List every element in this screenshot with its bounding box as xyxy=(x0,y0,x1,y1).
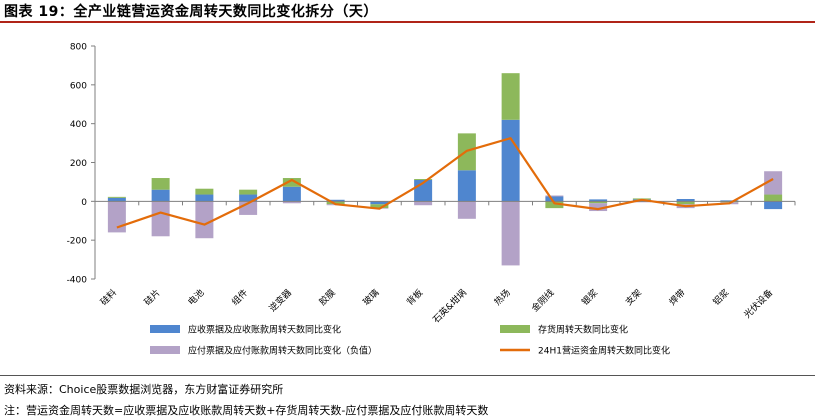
bar-segment xyxy=(458,201,476,218)
y-tick-label: 400 xyxy=(70,120,87,130)
bar-segment xyxy=(152,201,170,236)
bar-segment xyxy=(239,190,257,195)
bar-segment xyxy=(108,198,126,201)
bar-segment xyxy=(502,73,520,120)
legend-label: 存货周转天数同比变化 xyxy=(538,324,628,336)
bar-segment xyxy=(764,195,782,202)
x-category-label: 焊带 xyxy=(667,287,688,308)
bar-segment xyxy=(152,190,170,202)
bar-segment xyxy=(458,170,476,201)
bar-segment xyxy=(414,201,432,205)
legend-swatch xyxy=(150,346,180,354)
x-category-label: 硅料 xyxy=(98,287,119,308)
x-category-label: 组件 xyxy=(229,287,250,308)
x-category-label: 铝浆 xyxy=(710,287,731,308)
note-text: 注：营运资金周转天数=应收票据及应收账款周转天数+存货周转天数-应付票据及应付账… xyxy=(4,402,488,418)
x-category-label: 光伏设备 xyxy=(741,287,775,321)
bar-segment xyxy=(195,189,213,195)
bar-segment xyxy=(152,178,170,190)
legend-label: 应收票据及应收账款周转天数同比变化 xyxy=(188,324,341,336)
line-series xyxy=(117,138,773,227)
bar-segment xyxy=(764,201,782,209)
y-tick-label: 200 xyxy=(70,159,87,169)
x-category-label: 逆变器 xyxy=(266,287,294,315)
x-category-label: 胶膜 xyxy=(317,287,338,308)
bar-segment xyxy=(108,197,126,198)
chart-title: 图表 19：全产业链营运资金周转天数同比变化拆分（天） xyxy=(4,1,378,21)
x-category-label: 电池 xyxy=(185,287,206,308)
x-category-label: 背板 xyxy=(404,287,425,308)
x-category-label: 硅片 xyxy=(142,287,163,308)
y-tick-label: -200 xyxy=(67,237,88,247)
y-tick-label: 0 xyxy=(81,198,87,208)
legend-label: 24H1营运资金周转天数同比变化 xyxy=(538,345,670,357)
legend-swatch xyxy=(500,325,530,333)
bar-segment xyxy=(502,201,520,265)
bar-segment xyxy=(195,195,213,202)
y-tick-label: -400 xyxy=(67,276,88,286)
stacked-bar-line-chart: -400 -200 0 200 400 600 800 硅料 硅片 电池 组件逆变器 胶膜 玻璃 背板石英… xyxy=(0,23,815,373)
x-category-label: 金刚线 xyxy=(529,287,557,315)
x-category-label: 石英&坩埚 xyxy=(430,287,469,326)
x-category-label: 银浆 xyxy=(579,287,600,308)
x-category-label: 支架 xyxy=(623,287,644,308)
bar-segment xyxy=(195,201,213,238)
x-category-label: 热场 xyxy=(492,287,513,308)
source-divider xyxy=(0,375,815,376)
legend-swatch xyxy=(150,325,180,333)
bar-segment xyxy=(283,187,301,202)
source-text: 资料来源：Choice股票数据浏览器，东方财富证券研究所 xyxy=(4,381,283,397)
legend-label: 应付票据及应付账款周转天数同比变化（负值） xyxy=(188,345,377,357)
x-category-label: 玻璃 xyxy=(360,287,381,308)
bar-segment xyxy=(502,120,520,202)
y-tick-label: 600 xyxy=(70,81,87,91)
bar-segment xyxy=(108,201,126,232)
y-tick-label: 800 xyxy=(70,43,87,53)
bar-segment xyxy=(545,196,563,201)
